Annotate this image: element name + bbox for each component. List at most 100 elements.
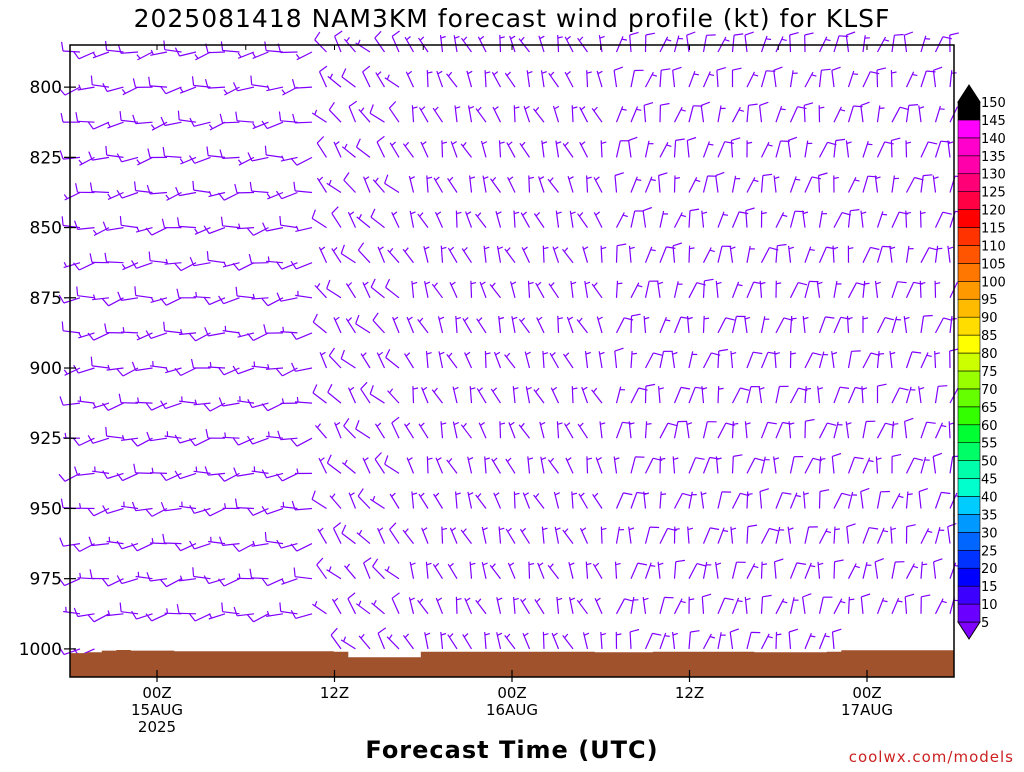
wind-barb [220,537,240,546]
wind-barb [747,564,758,579]
wind-barb-half-feather [434,283,437,287]
wind-barb [121,327,138,333]
wind-barb [762,316,770,333]
wind-barb-half-feather [774,458,779,460]
wind-barb-feather [161,502,164,511]
wind-barb-half-feather [452,142,456,145]
wind-barb [658,562,663,579]
wind-barb [165,259,182,264]
wind-barb-half-feather [766,39,771,40]
wind-barb [776,212,787,227]
wind-barb [313,314,326,333]
wind-barb [543,246,548,263]
wind-barb [631,314,641,333]
wind-barb-staff [849,457,855,473]
wind-barb-feather [392,417,399,423]
wind-barb-half-feather [483,528,488,530]
colorbar-swatch [958,479,980,497]
wind-barb-half-feather [167,608,168,613]
wind-barb [433,107,442,122]
wind-barb-staff [733,493,741,508]
wind-barb-half-feather [601,247,606,248]
wind-barb [540,422,545,438]
wind-barb-half-feather [637,285,642,286]
wind-barb-half-feather [297,469,298,474]
wind-barb-staff [390,529,399,543]
wind-barb [441,246,446,263]
wind-barb [849,71,858,87]
wind-barb-half-feather [572,493,577,494]
wind-barb [450,282,457,298]
wind-barb [388,248,399,263]
wind-barb [833,629,842,649]
wind-barb-half-feather [321,352,325,355]
wind-barb-staff [878,318,886,333]
wind-barb-half-feather [942,601,947,602]
colorbar-label: 135 [981,150,1006,165]
wind-barb-staff [820,597,824,614]
wind-barb [689,106,702,122]
wind-barb [293,79,313,88]
wind-barb-feather [941,492,950,493]
wind-barb [252,361,269,368]
wind-barb [747,352,762,368]
wind-barb [262,121,283,129]
wind-barb [453,387,458,404]
wind-barb-half-feather [528,458,533,460]
wind-barb [105,253,124,263]
wind-barb [572,386,577,403]
wind-barb-staff [267,509,283,515]
wind-barb [74,51,95,58]
wind-barb-feather [748,525,757,527]
wind-barb-half-feather [492,283,495,287]
wind-barb [312,210,326,228]
wind-barb-feather [248,333,254,340]
wind-barb-feather [812,177,821,179]
wind-barb-half-feather [439,317,444,319]
wind-barb [593,563,602,579]
wind-barb [583,246,588,262]
wind-barb-staff [331,635,341,649]
wind-barb-staff [93,122,109,129]
wind-barb [762,142,773,157]
wind-barb [592,388,602,403]
wind-barb-half-feather [469,107,474,109]
wind-barb [718,492,731,509]
colorbar-swatch [958,353,980,371]
wind-barb [805,72,816,87]
wind-barb [629,137,638,157]
wind-barb-half-feather [428,458,433,459]
wind-barb-staff [805,527,809,544]
wind-barb [375,31,385,52]
wind-barb-staff [237,473,254,476]
wind-barb [412,105,417,122]
wind-barb-feather [666,247,675,249]
wind-barb-staff [776,493,782,509]
wind-barb [219,398,239,407]
wind-barb [150,50,167,55]
wind-barb-feather [344,173,349,181]
wind-barb-feather [788,137,797,140]
wind-barb-half-feather [364,282,368,285]
wind-barb-half-feather [630,247,635,248]
colorbar-swatch [958,192,980,210]
wind-barb [704,35,716,52]
wind-barb-half-feather [596,212,600,215]
wind-barb-half-feather [210,362,211,367]
wind-barb [378,247,384,263]
wind-barb-staff [718,351,719,368]
wind-barb-staff [615,351,617,368]
wind-barb-staff [195,157,211,163]
wind-barb-staff [165,122,182,125]
wind-barb-staff [733,456,734,473]
wind-barb-staff [209,228,225,234]
wind-barb [223,432,240,438]
wind-barb [921,457,930,473]
wind-barb [204,226,225,234]
wind-barb-half-feather [644,318,649,320]
wind-barb [345,564,356,579]
colorbar-label: 45 [981,473,998,488]
wind-barb-staff [849,106,854,122]
wind-barb-staff [775,562,777,579]
wind-barb-staff [747,387,751,404]
